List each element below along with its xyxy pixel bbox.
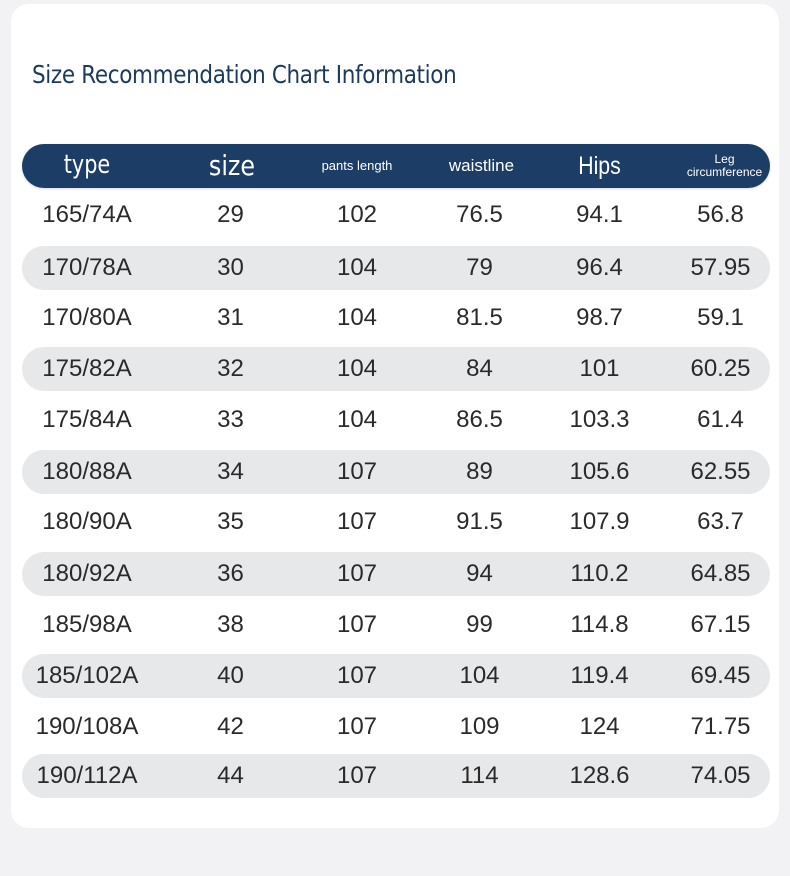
cell-leg: 67.15 [690,611,751,638]
header-waistline: waistline [448,156,515,176]
cell-type: 170/80A [42,304,132,331]
cell-type: 170/78A [42,254,132,281]
cell-waistline: 91.5 [456,508,503,535]
cell-pants-length: 104 [336,406,378,433]
cell-waistline: 84 [466,355,493,382]
cell-hips: 101 [579,355,620,382]
cell-hips: 94.1 [576,201,623,228]
cell-hips: 114.8 [570,611,629,638]
table-row: 180/90A 35 107 91.5 107.9 63.7 [22,500,770,544]
cell-pants-length: 104 [336,355,378,382]
cell-size: 31 [217,304,244,331]
header-leg-line2: circumference [686,165,763,179]
cell-hips: 98.7 [576,304,623,331]
table-header: type size pants length waistline Hips Le… [22,144,770,188]
table-row: 175/82A 32 104 84 101 60.25 [22,347,770,391]
page-title: Size Recommendation Chart Information [32,60,457,89]
cell-pants-length: 104 [336,254,378,281]
table-row: 190/112A 44 107 114 128.6 74.05 [22,754,770,798]
cell-leg: 61.4 [697,406,744,433]
cell-hips: 107.9 [569,508,630,535]
cell-hips: 105.6 [569,458,630,485]
table-row: 180/88A 34 107 89 105.6 62.55 [22,450,770,494]
cell-type: 175/84A [42,406,132,433]
cell-pants-length: 107 [336,611,378,638]
table-row: 185/102A 40 107 104 119.4 69.45 [22,654,770,698]
header-hips: Hips [578,151,621,180]
cell-hips: 119.4 [570,662,629,689]
cell-type: 185/102A [35,662,139,689]
table-row: 170/80A 31 104 81.5 98.7 59.1 [22,296,770,340]
cell-waistline: 81.5 [456,304,503,331]
cell-hips: 96.4 [576,254,623,281]
cell-waistline: 89 [466,458,493,485]
cell-waistline: 94 [466,560,493,587]
cell-pants-length: 104 [336,304,378,331]
cell-type: 180/88A [42,458,132,485]
cell-hips: 110.2 [570,560,629,587]
cell-waistline: 99 [466,611,493,638]
cell-size: 36 [217,560,244,587]
cell-leg: 57.95 [690,254,751,281]
cell-waistline: 79 [466,254,493,281]
cell-leg: 63.7 [697,508,744,535]
cell-leg: 64.85 [690,560,751,587]
cell-size: 33 [217,406,244,433]
cell-waistline: 104 [459,662,500,689]
table-row: 165/74A 29 102 76.5 94.1 56.8 [22,193,770,237]
cell-waistline: 86.5 [456,406,503,433]
header-leg-circumference: Leg circumference [667,144,782,188]
cell-pants-length: 107 [336,713,378,740]
cell-type: 190/108A [35,713,139,740]
cell-type: 180/92A [42,560,132,587]
cell-waistline: 109 [459,713,500,740]
cell-type: 165/74A [42,201,132,228]
header-leg-line1: Leg [714,152,735,167]
header-size: size [208,149,256,183]
cell-leg: 60.25 [690,355,751,382]
cell-leg: 59.1 [697,304,744,331]
cell-leg: 71.75 [690,713,751,740]
cell-pants-length: 107 [336,508,378,535]
cell-hips: 124 [579,713,620,740]
cell-waistline: 114 [460,762,499,789]
cell-hips: 103.3 [569,406,630,433]
cell-size: 34 [217,458,244,485]
cell-size: 29 [217,201,244,228]
cell-pants-length: 107 [336,458,378,485]
cell-leg: 56.8 [697,201,744,228]
cell-size: 30 [217,254,244,281]
cell-pants-length: 107 [336,762,378,789]
cell-type: 190/112A [36,762,138,789]
cell-leg: 62.55 [690,458,751,485]
table-row: 185/98A 38 107 99 114.8 67.15 [22,603,770,647]
cell-waistline: 76.5 [456,201,503,228]
cell-type: 175/82A [42,355,132,382]
cell-hips: 128.6 [569,762,630,789]
cell-size: 35 [217,508,244,535]
table-row: 180/92A 36 107 94 110.2 64.85 [22,552,770,596]
cell-type: 180/90A [42,508,132,535]
cell-size: 44 [217,762,244,789]
cell-size: 42 [217,713,244,740]
table-row: 175/84A 33 104 86.5 103.3 61.4 [22,398,770,442]
header-type: type [63,150,111,181]
cell-pants-length: 102 [336,201,378,228]
table-row: 170/78A 30 104 79 96.4 57.95 [22,246,770,290]
cell-pants-length: 107 [336,662,378,689]
table-row: 190/108A 42 107 109 124 71.75 [22,705,770,749]
cell-pants-length: 107 [336,560,378,587]
header-pants-length: pants length [321,158,393,174]
cell-type: 185/98A [42,611,132,638]
cell-size: 40 [217,662,244,689]
cell-leg: 74.05 [690,762,751,789]
cell-size: 38 [217,611,244,638]
cell-leg: 69.45 [690,662,751,689]
cell-size: 32 [217,355,244,382]
